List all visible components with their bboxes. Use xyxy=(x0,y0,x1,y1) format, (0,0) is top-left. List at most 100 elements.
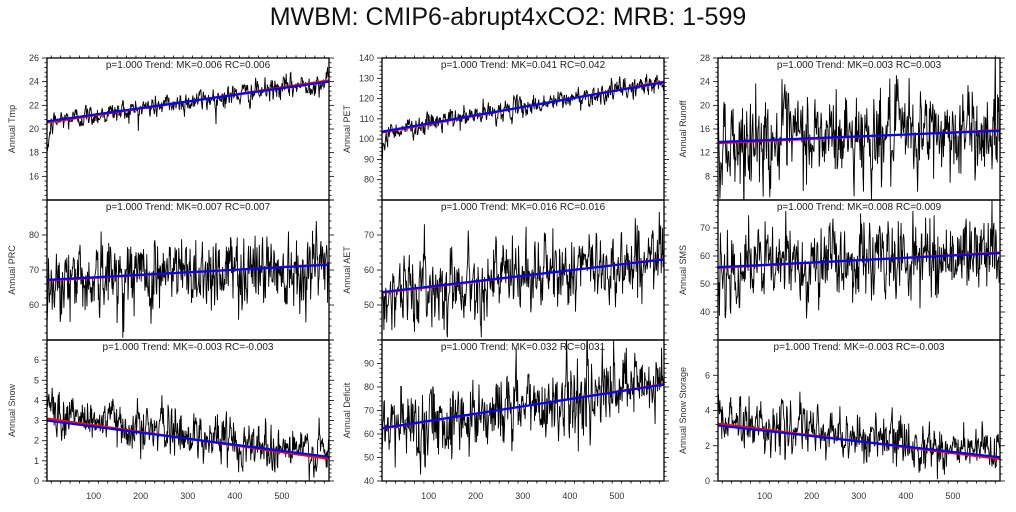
x-tick-label: 100 xyxy=(421,491,436,501)
y-tick-label: 24 xyxy=(700,77,710,87)
y-tick-label: 1 xyxy=(34,456,39,466)
y-tick-label: 20 xyxy=(700,100,710,110)
y-tick-label: 120 xyxy=(359,94,374,104)
trend-stats-label: p=1.000 Trend: MK=0.041 RC=0.042 xyxy=(441,60,606,71)
x-tick-label: 500 xyxy=(609,491,624,501)
x-tick-label: 200 xyxy=(133,491,148,501)
trend-stats-label: p=1.000 Trend: MK=0.003 RC=0.003 xyxy=(777,60,942,71)
y-tick-label: 6 xyxy=(705,370,710,380)
trend-line-mk xyxy=(718,129,1000,144)
data-series-line xyxy=(382,211,664,338)
y-tick-label: 3 xyxy=(34,416,39,426)
y-tick-label: 70 xyxy=(29,265,39,275)
y-tick-label: 90 xyxy=(364,154,374,164)
y-tick-label: 40 xyxy=(700,307,710,317)
data-series-line xyxy=(47,220,329,338)
trend-stats-label: p=1.000 Trend: MK=0.016 RC=0.016 xyxy=(441,202,606,213)
data-series-line xyxy=(718,200,1000,319)
x-tick-label: 500 xyxy=(945,491,960,501)
y-tick-label: 90 xyxy=(364,359,374,369)
data-series-line xyxy=(47,387,329,481)
trend-stats-label: p=1.000 Trend: MK=0.008 RC=0.009 xyxy=(777,202,942,213)
trend-line-mk xyxy=(382,81,664,133)
trend-line-mk xyxy=(718,424,1000,459)
y-tick-label: 8 xyxy=(705,171,710,181)
y-tick-label: 24 xyxy=(29,77,39,87)
x-tick-label: 400 xyxy=(227,491,242,501)
y-tick-label: 0 xyxy=(705,476,710,486)
data-series-line xyxy=(382,74,664,164)
y-tick-label: 18 xyxy=(29,148,39,158)
x-tick-label: 300 xyxy=(180,491,195,501)
y-tick-label: 60 xyxy=(364,265,374,275)
trend-line-mk xyxy=(718,252,1000,269)
y-tick-label: 40 xyxy=(364,476,374,486)
y-axis-label: Annual PRC xyxy=(7,245,17,295)
y-tick-label: 60 xyxy=(364,429,374,439)
y-tick-label: 6 xyxy=(34,355,39,365)
y-tick-label: 70 xyxy=(700,223,710,233)
trend-stats-label: p=1.000 Trend: MK=0.032 RC=0.031 xyxy=(441,342,606,353)
trend-line-mk xyxy=(47,419,329,458)
panel-annual-runoff: 8 12 16 20 24 28 Annual Runoff p=1.000 Trend: M… xyxy=(678,53,1005,201)
trend-stats-label: p=1.000 Trend: MK=-0.003 RC=-0.003 xyxy=(774,342,945,353)
y-axis-label: Annual Snow xyxy=(7,383,17,437)
panel-annual-tmp: 16 18 20 22 24 26 Annual Tmp p=1.000 Trend: MK=… xyxy=(7,53,334,201)
y-tick-label: 70 xyxy=(364,406,374,416)
y-axis-label: Annual SMS xyxy=(678,245,688,295)
y-tick-label: 4 xyxy=(705,406,710,416)
y-tick-label: 2 xyxy=(705,441,710,451)
x-tick-label: 300 xyxy=(851,491,866,501)
data-series-line xyxy=(718,391,1000,480)
panel-annual-pet: 80 90 100 110 120 130 140 Annual PET p=1.000 Tre… xyxy=(342,53,669,201)
y-tick-label: 80 xyxy=(364,382,374,392)
data-series-line xyxy=(47,67,329,151)
y-tick-label: 20 xyxy=(29,124,39,134)
panel-annual-aet: 50 60 70 Annual AET p=1.000 Trend: MK=0.016 … xyxy=(342,199,669,341)
y-tick-label: 80 xyxy=(29,230,39,240)
x-tick-label: 400 xyxy=(898,491,913,501)
trend-stats-label: p=1.000 Trend: MK=0.006 RC=0.006 xyxy=(106,60,271,71)
y-tick-label: 22 xyxy=(29,100,39,110)
y-axis-label: Annual Deficit xyxy=(342,382,352,438)
y-tick-label: 60 xyxy=(29,300,39,310)
plot-frame xyxy=(381,339,665,482)
y-tick-label: 80 xyxy=(364,175,374,185)
panel-annual-sms: 40 50 60 70 Annual SMS p=1.000 Trend: MK=0.00… xyxy=(678,199,1005,341)
trend-line-mk xyxy=(47,263,329,281)
panel-annual-prc: 60 70 80 Annual PRC p=1.000 Trend: MK=0.007 … xyxy=(7,199,334,341)
x-tick-label: 200 xyxy=(468,491,483,501)
y-tick-label: 5 xyxy=(34,375,39,385)
trend-line-mk xyxy=(382,258,664,294)
x-tick-label: 100 xyxy=(86,491,101,501)
y-tick-label: 50 xyxy=(364,453,374,463)
panel-annual-snow-storage: 0 2 4 6 100 200 300 400 500 Annual Snow Storage p=… xyxy=(678,339,1005,501)
y-tick-label: 12 xyxy=(700,148,710,158)
trend-line-mk xyxy=(47,80,329,123)
y-tick-label: 28 xyxy=(700,53,710,63)
y-tick-label: 50 xyxy=(364,300,374,310)
y-tick-label: 70 xyxy=(364,230,374,240)
y-tick-label: 4 xyxy=(34,395,39,405)
y-tick-label: 16 xyxy=(700,124,710,134)
x-tick-label: 200 xyxy=(804,491,819,501)
plot-frame xyxy=(46,339,330,482)
y-axis-label: Annual AET xyxy=(342,246,352,294)
y-tick-label: 16 xyxy=(29,171,39,181)
x-tick-label: 300 xyxy=(515,491,530,501)
x-tick-label: 100 xyxy=(757,491,772,501)
panel-annual-deficit: 40 50 60 70 80 90 100 200 300 400 500 Annual Defici… xyxy=(342,339,669,501)
y-tick-label: 100 xyxy=(359,134,374,144)
figure-title: MWBM: CMIP6-abrupt4xCO2: MRB: 1-599 xyxy=(269,3,747,31)
y-tick-label: 26 xyxy=(29,53,39,63)
trend-stats-label: p=1.000 Trend: MK=0.007 RC=0.007 xyxy=(106,202,271,213)
y-tick-label: 0 xyxy=(34,476,39,486)
y-tick-label: 60 xyxy=(700,251,710,261)
y-tick-label: 110 xyxy=(360,114,374,124)
y-tick-label: 50 xyxy=(700,279,710,289)
x-tick-label: 500 xyxy=(274,491,289,501)
panel-annual-snow: 0 1 2 3 4 5 6 100 200 300 400 500 Annual Snow p=1.000… xyxy=(7,339,334,501)
y-axis-label: Annual Snow Storage xyxy=(678,367,688,454)
trend-stats-label: p=1.000 Trend: MK=-0.003 RC=-0.003 xyxy=(103,342,274,353)
